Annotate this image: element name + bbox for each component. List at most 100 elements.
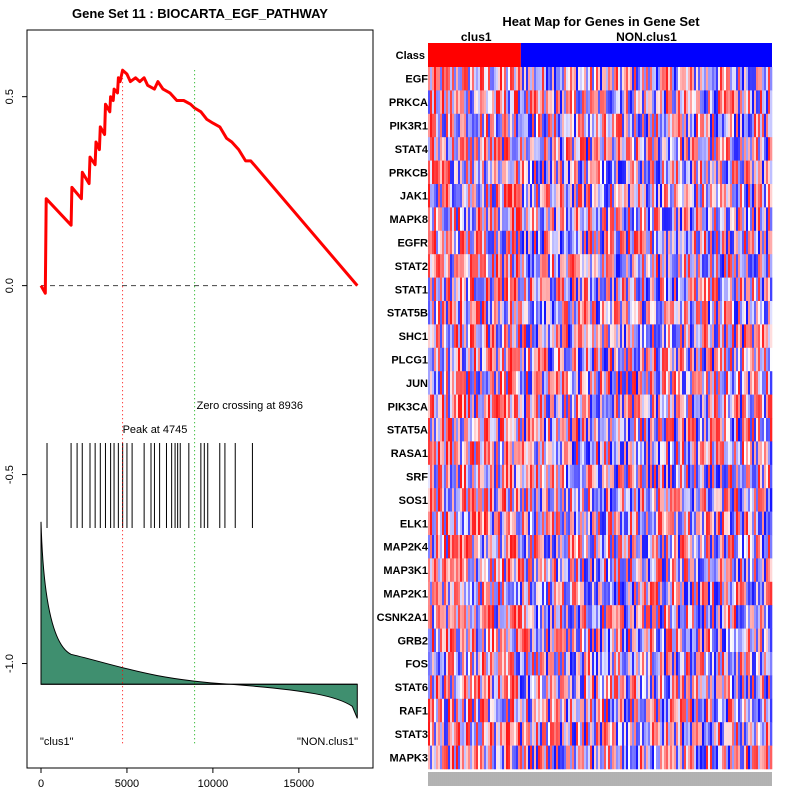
heatmap-cell [458,90,461,115]
heatmap-cell [670,652,673,676]
heatmap-cell [504,464,507,489]
heatmap-cell [474,464,477,489]
heatmap-cell [750,207,753,232]
heatmap-cell [532,698,535,723]
heatmap-cell [744,394,747,419]
heatmap-cell [754,207,757,232]
heatmap-cell [624,511,627,536]
heatmap-cell [754,441,757,466]
heatmap-cell [640,371,643,395]
heatmap-cell [728,441,731,466]
heatmap-cell [694,371,697,395]
heatmap-cell [432,418,435,442]
heatmap-cell [742,324,745,349]
heatmap-cell [604,652,607,676]
heatmap-cell [564,230,567,255]
heatmap-cell [744,184,747,208]
heatmap-cell [716,324,719,349]
heatmap-cell [662,67,665,91]
heatmap-cell [666,67,669,91]
heatmap-cell [536,371,539,395]
heatmap-cell [468,558,471,583]
heatmap-cell [466,277,469,302]
heatmap-cell [588,371,591,395]
heatmap-cell [728,511,731,536]
heatmap-cell [518,184,521,208]
heatmap-cell [562,652,565,676]
heatmap-cell [556,230,559,255]
heatmap-cell [454,535,457,559]
heatmap-cell [464,488,467,512]
heatmap-cell [532,90,535,115]
heatmap-cell [486,535,489,559]
heatmap-cell [696,418,699,442]
heatmap-cell [664,394,667,419]
heatmap-cell [704,605,707,629]
heatmap-cell [672,347,675,372]
heatmap-cell [714,581,717,606]
heatmap-cell [754,347,757,372]
heatmap-cell [492,722,495,746]
heatmap-cell [448,254,451,278]
heatmap-cell [718,371,721,395]
heatmap-cell [466,418,469,442]
heatmap-cell [526,277,529,302]
heatmap-cell [492,371,495,395]
heatmap-cell [474,371,477,395]
heatmap-cell [586,137,589,161]
heatmap-cell [632,184,635,208]
heatmap-cell [552,628,555,653]
heatmap-cell [566,207,569,232]
heatmap-cell [768,90,771,115]
heatmap-cell [630,441,633,466]
heatmap-cell [608,67,611,91]
heatmap-cell [708,535,711,559]
heatmap-cell [680,605,683,629]
heatmap-cell [502,137,505,161]
heatmap-cell [534,511,537,536]
heatmap-cell [664,301,667,325]
heatmap-cell [444,394,447,419]
heatmap-cell [478,535,481,559]
heatmap-cell [624,464,627,489]
heatmap-cell [746,371,749,395]
heatmap-cell [576,90,579,115]
heatmap-cell [762,628,765,653]
heatmap-cell [606,698,609,723]
heatmap-cell [568,113,571,138]
heatmap-cell [726,90,729,115]
heatmap-cell [428,324,431,349]
heatmap-cell [578,371,581,395]
heatmap-cell [668,698,671,723]
heatmap-cell [638,277,641,302]
heatmap-cell [744,324,747,349]
heatmap-cell [642,207,645,232]
heatmap-cell [630,113,633,138]
heatmap-cell [544,207,547,232]
heatmap-cell [618,558,621,583]
heatmap-cell [452,652,455,676]
heatmap-cell [606,113,609,138]
heatmap-cell [652,441,655,466]
heatmap-cell [704,441,707,466]
heatmap-cell [676,324,679,349]
heatmap-cell [566,394,569,419]
heatmap-cell [580,324,583,349]
heatmap-cell [770,277,773,302]
heatmap-cell [716,628,719,653]
heatmap-cell [712,207,715,232]
heatmap-cell [656,301,659,325]
heatmap-cell [570,277,573,302]
heatmap-cell [696,347,699,372]
heatmap-cell [612,628,615,653]
heatmap-cell [680,184,683,208]
heatmap-cell [622,137,625,161]
heatmap-cell [482,301,485,325]
heatmap-cell [516,394,519,419]
heatmap-cell [558,652,561,676]
heatmap-cell [450,652,453,676]
heatmap-cell [690,558,693,583]
heatmap-cell [500,488,503,512]
heatmap-cell [650,347,653,372]
heatmap-cell [476,347,479,372]
